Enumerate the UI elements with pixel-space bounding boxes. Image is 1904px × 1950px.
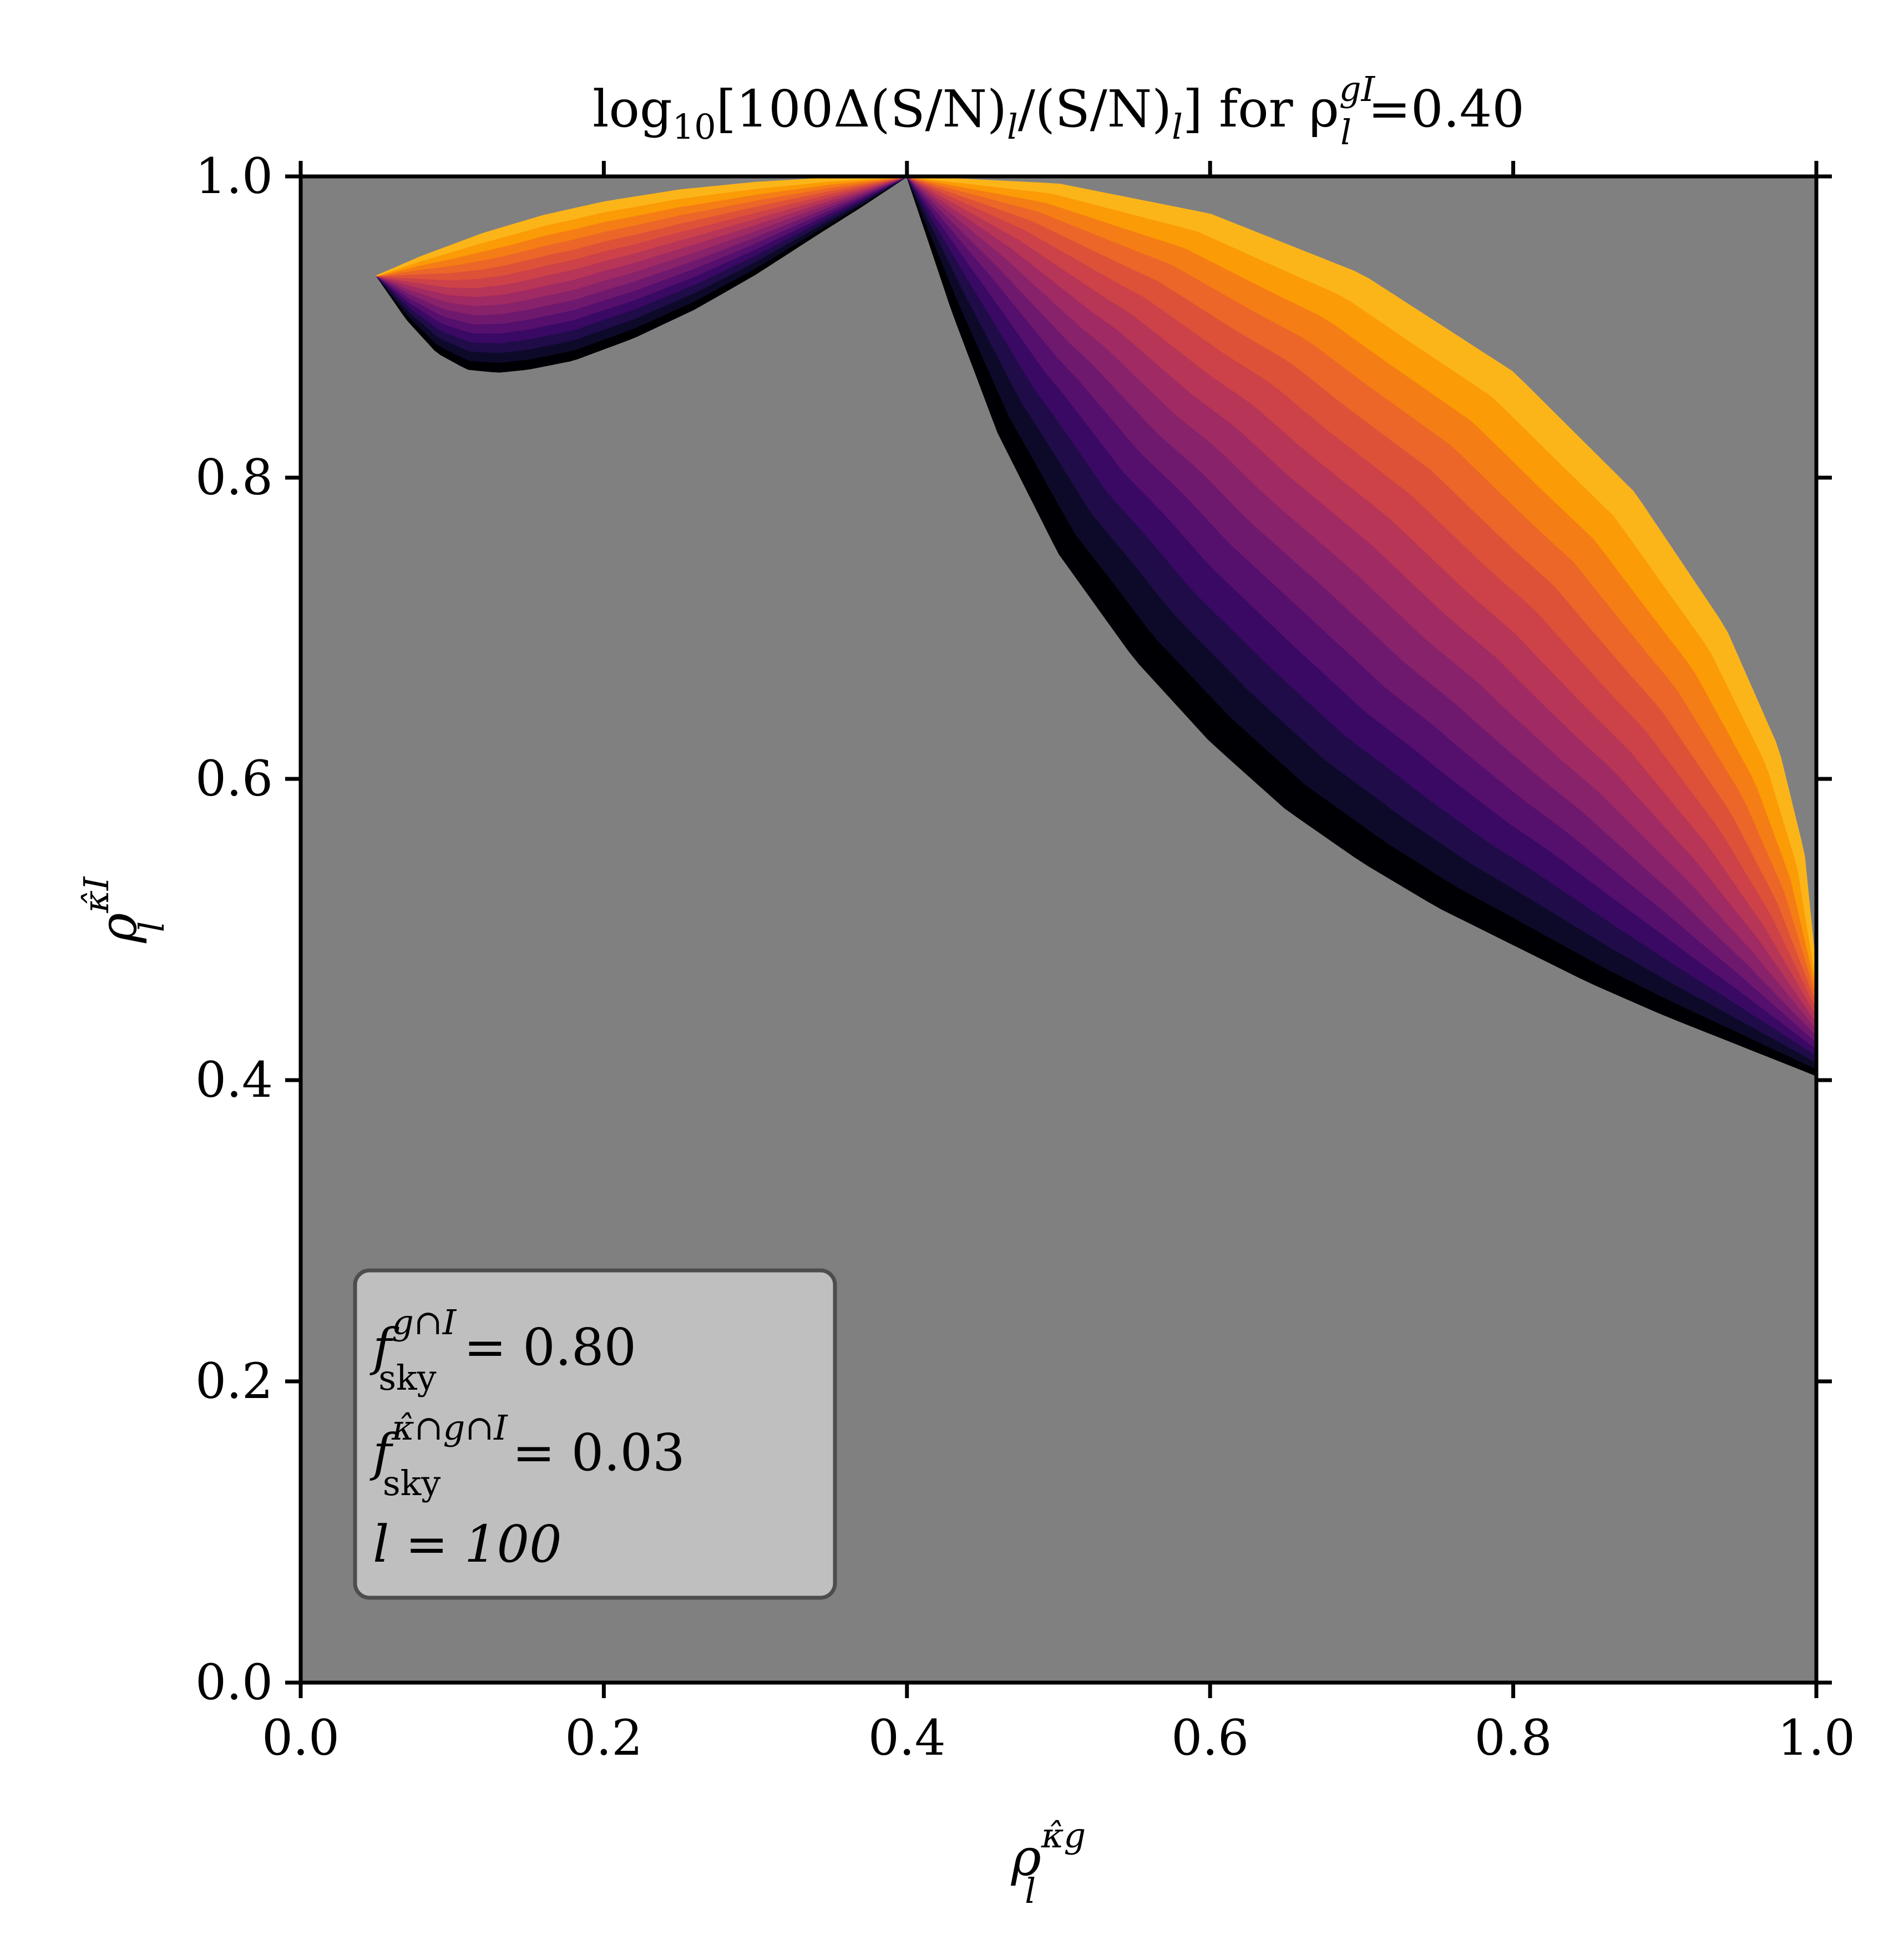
contour-regions xyxy=(376,176,1816,1076)
y-tick-label-5: 1.0 xyxy=(195,148,273,205)
y-tick-label-3: 0.6 xyxy=(195,750,273,807)
annotation-line-fsky-kgI: fκ̂∩g∩I sky = 0.03 xyxy=(369,1407,685,1503)
axes-frame xyxy=(298,174,1819,1685)
axis-ticks: 0.0 0.2 0.4 0.6 0.8 1.0 0.0 0.2 0.4 0.6 0.8 1.0 xyxy=(195,148,1855,1766)
y-tick-label-1: 0.2 xyxy=(195,1353,273,1410)
x-axis-label: ρκ̂g l xyxy=(1011,1815,1086,1911)
x-tick-label-5: 1.0 xyxy=(1778,1709,1855,1766)
y-tick-label-4: 0.8 xyxy=(195,449,273,506)
chart-title: log10[100Δ(S/N)l/(S/N)l] for ρgI l =0.40 xyxy=(593,69,1525,153)
annotation-background xyxy=(353,1268,837,1600)
x-tick-label-4: 0.8 xyxy=(1475,1709,1552,1766)
y-tick-label-0: 0.0 xyxy=(195,1654,273,1711)
right-lobe-band-14 xyxy=(907,176,1816,982)
left-lobe-band-14 xyxy=(376,176,907,277)
annotation-box: fg∩I sky = 0.80 fκ̂∩g∩I sky = 0.03 l = 100 xyxy=(353,1268,837,1600)
x-tick-label-3: 0.6 xyxy=(1171,1709,1249,1766)
x-tick-label-0: 0.0 xyxy=(262,1709,340,1766)
annotation-line-l: l = 100 xyxy=(373,1515,562,1574)
y-axis-label: ρκ̂Il xyxy=(76,876,172,944)
y-tick-label-2: 0.4 xyxy=(195,1051,273,1108)
annotation-line-fsky-gI: fg∩I sky = 0.80 xyxy=(369,1302,636,1398)
x-tick-label-1: 0.2 xyxy=(565,1709,642,1766)
x-tick-label-2: 0.4 xyxy=(868,1709,946,1766)
